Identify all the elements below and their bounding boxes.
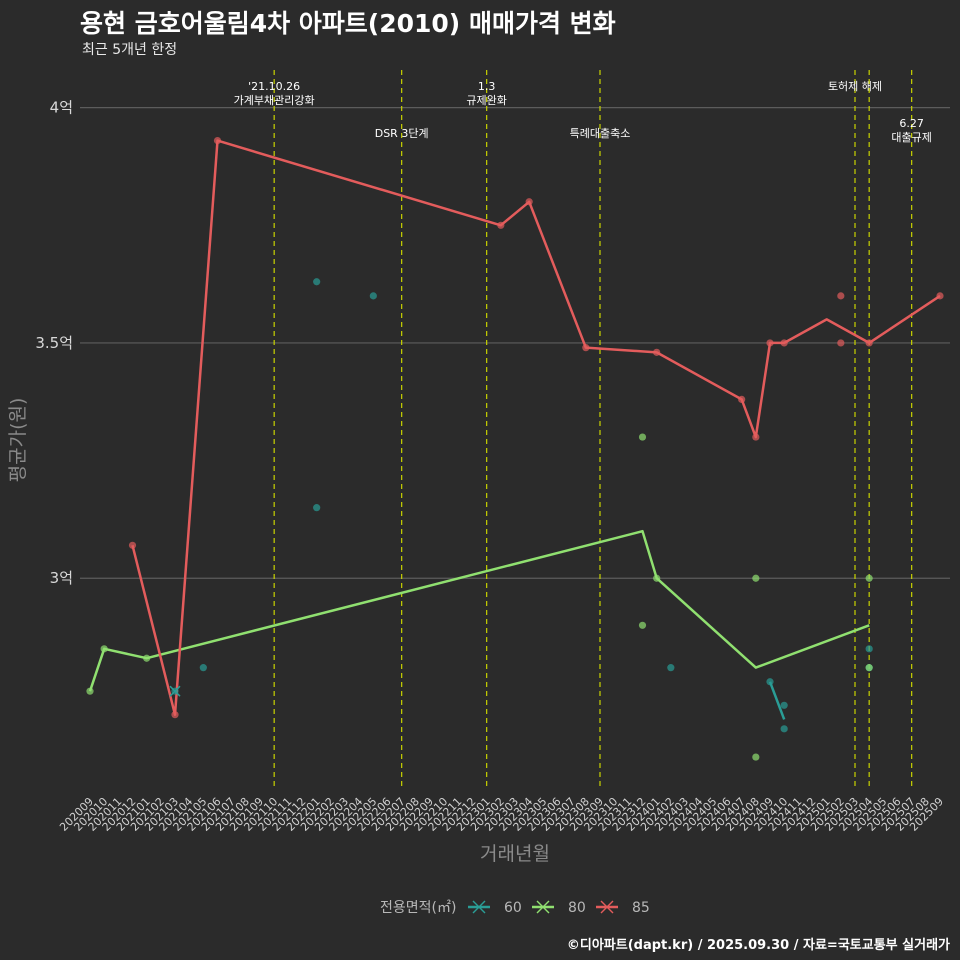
source-caption: ©디아파트(dapt.kr) / 2025.09.30 / 자료=국토교통부 실…: [566, 938, 950, 953]
point-85-13: [865, 339, 873, 347]
point-80-3: [638, 433, 647, 441]
event-label-202507-1: 대출규제: [891, 131, 931, 144]
point-80-1: [100, 645, 108, 653]
series-points: [86, 136, 944, 761]
point-85-10: [780, 339, 788, 347]
point-80-0: [86, 687, 94, 695]
event-label-202507-0: 6.27: [899, 117, 924, 130]
point-60-4: [369, 292, 377, 300]
legend: 전용면적(㎡) 60 80 85: [380, 900, 650, 916]
point-80-9: [865, 664, 873, 672]
y-axis-label: 평균가(원): [7, 398, 29, 483]
point-60-7: [780, 701, 788, 709]
y-tick-3.5억: 3.5억: [35, 334, 73, 352]
point-85-5: [582, 344, 590, 352]
point-85-11: [837, 292, 845, 300]
y-tick-3억: 3억: [50, 569, 73, 587]
legend-label-60: 60: [504, 900, 522, 916]
point-60-8: [780, 725, 788, 733]
point-85-8: [752, 433, 760, 441]
point-85-1: [171, 711, 179, 719]
point-60-1: [199, 664, 207, 672]
point-85-14: [936, 292, 944, 300]
point-85-12: [837, 339, 845, 347]
y-tick-4억: 4억: [50, 99, 73, 117]
point-60-3: [313, 504, 321, 512]
legend-label-85: 85: [632, 900, 650, 916]
event-label-202110-1: 가계부채관리강화: [234, 94, 315, 107]
legend-cross-b-60: [472, 900, 486, 914]
point-80-5: [653, 574, 661, 582]
event-label-202301-1: 규제완화: [466, 94, 506, 107]
legend-cross-b-85: [600, 900, 614, 914]
point-85-2: [213, 136, 222, 145]
point-80-8: [865, 574, 873, 582]
event-label-202207-0: DSR 3단계: [375, 127, 429, 140]
series-line-85: [131, 139, 941, 716]
legend-title: 전용면적(㎡): [380, 900, 456, 916]
point-85-3: [497, 221, 505, 229]
point-60-6: [766, 678, 774, 686]
x-axis-label: 거래년월: [480, 843, 550, 865]
point-85-9: [766, 339, 774, 347]
point-60-5: [667, 664, 675, 672]
point-85-7: [738, 395, 746, 404]
chart-title: 용현 금호어울림4차 아파트(2010) 매매가격 변화: [80, 9, 616, 38]
point-85-6: [653, 348, 661, 356]
marker-x-60-b: [169, 685, 181, 697]
event-label-202110-0: '21.10.26: [248, 80, 300, 93]
event-label-202301-0: 1.3: [478, 80, 496, 93]
chart-subtitle: 최근 5개년 한정: [82, 42, 178, 58]
event-label-202503-0: 토허제 해제: [828, 79, 882, 93]
point-80-2: [143, 654, 151, 662]
point-60-9: [865, 645, 873, 653]
y-axis-ticks: 3억 3.5억 4억: [35, 99, 73, 588]
point-60-2: [313, 278, 321, 286]
event-label-202309-0: 특례대출축소: [570, 127, 631, 140]
legend-label-80: 80: [568, 900, 586, 916]
x-axis-ticks: 2020092020102020112020122021012021022021…: [57, 795, 946, 834]
grid-lines: [80, 107, 950, 579]
series-lines: [88, 139, 941, 720]
point-85-0: [128, 541, 137, 549]
legend-cross-b-80: [536, 900, 550, 914]
point-80-7: [752, 753, 760, 761]
series-line-60: [768, 681, 786, 720]
point-85-4: [525, 198, 533, 206]
point-80-4: [638, 621, 647, 629]
point-80-6: [752, 574, 760, 582]
